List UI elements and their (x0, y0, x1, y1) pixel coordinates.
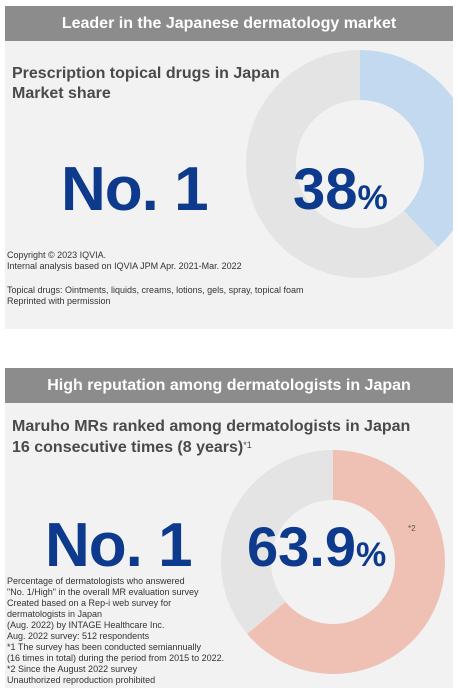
note-line: (Aug. 2022) by INTAGE Healthcare Inc. (7, 620, 165, 630)
reputation-share-unit: % (356, 536, 387, 574)
note-line: Percentage of dermatologists who answere… (7, 576, 185, 586)
donut-share-segment (247, 450, 445, 674)
reputation-heading-line1: Maruho MRs ranked among dermatologists i… (12, 418, 411, 435)
donut-remainder-segment (221, 450, 333, 634)
market-heading-line1: Prescription topical drugs in Japan (12, 65, 280, 82)
note-line: (16 times in total) during the period fr… (7, 653, 225, 663)
note-line: "No. 1/High" in the overall MR evaluatio… (7, 587, 199, 597)
reputation-heading-text: 16 consecutive times (8 years) (12, 439, 244, 456)
market-share-panel: Leader in the Japanese dermatology marke… (5, 6, 453, 329)
note-line: Reprinted with permission (7, 296, 111, 306)
note-line: Topical drugs: Ointments, liquids, cream… (7, 285, 304, 295)
reputation-panel: High reputation among dermatologists in … (5, 368, 453, 688)
note-line: *2 Since the August 2022 survey (7, 664, 138, 674)
market-rank: No. 1 (61, 155, 209, 224)
market-heading: Prescription topical drugs in Japan Mark… (12, 64, 280, 104)
reputation-heading-line2: 16 consecutive times (8 years)*1 (12, 437, 410, 458)
market-share-value: 38% (293, 156, 388, 223)
note-line: dermatologists in Japan (7, 609, 103, 619)
market-share-number: 38 (293, 157, 358, 222)
reputation-heading: Maruho MRs ranked among dermatologists i… (12, 416, 410, 458)
note-line: Unauthorized reproduction prohibited (7, 675, 156, 685)
market-share-donut (246, 50, 453, 278)
note-line: Created based on a Rep-i web survey for (7, 598, 172, 608)
reputation-share-number: 63.9 (247, 515, 356, 578)
reputation-share-value: 63.9% (247, 514, 386, 579)
market-banner: Leader in the Japanese dermatology marke… (5, 6, 453, 41)
donut-share-segment (360, 50, 453, 248)
note-line: Aug. 2022 survey: 512 respondents (7, 631, 150, 641)
reputation-rank: No. 1 (45, 511, 193, 580)
market-share-unit: % (357, 179, 388, 217)
footnote-marker-2: *2 (408, 524, 416, 533)
reputation-source-notes: Percentage of dermatologists who answere… (7, 576, 224, 686)
donut-remainder-segment (246, 50, 439, 278)
note-line: Copyright © 2023 IQVIA. (7, 250, 107, 260)
footnote-marker-1: *1 (243, 440, 252, 450)
reputation-donut (221, 450, 445, 674)
note-line (7, 272, 303, 283)
market-source-notes: Copyright © 2023 IQVIA. Internal analysis… (7, 250, 303, 307)
market-heading-line2: Market share (12, 85, 111, 102)
note-line: *1 The survey has been conducted semiann… (7, 642, 201, 652)
note-line: Internal analysis based on IQVIA JPM Apr… (7, 261, 242, 271)
reputation-banner: High reputation among dermatologists in … (5, 368, 453, 403)
